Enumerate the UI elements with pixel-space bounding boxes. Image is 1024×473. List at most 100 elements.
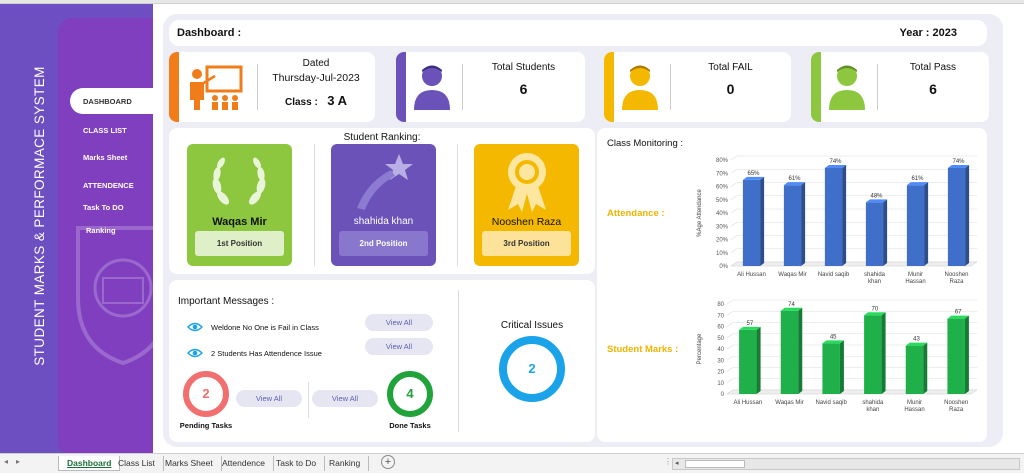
bar xyxy=(947,167,966,266)
y-tick-label: 0% xyxy=(719,264,728,270)
x-tick-label: Hassan xyxy=(905,279,925,285)
rank-card-2[interactable]: shahida khan 2nd Position xyxy=(331,144,436,266)
rank-position: 2nd Position xyxy=(339,231,428,256)
horizontal-scrollbar[interactable]: ◂ xyxy=(672,458,1020,470)
bar xyxy=(865,202,884,266)
class-monitoring-panel: Class Monitoring : Attendance : Student … xyxy=(597,128,987,442)
nav-item-dashboard[interactable]: DASHBOARD xyxy=(70,88,153,114)
done-view-all-button[interactable]: View All xyxy=(312,390,378,407)
y-tick-label: 20% xyxy=(716,238,729,244)
kpi-pass-label: Total Pass xyxy=(909,62,957,73)
critical-issues-title: Critical Issues xyxy=(500,320,564,331)
gridline-depth xyxy=(726,333,734,338)
x-tick-label: Munir xyxy=(907,400,922,406)
rank-card-3[interactable]: Nooshen Raza 3rd Position xyxy=(474,144,579,266)
sidebar: STUDENT MARKS & PERFORMACE SYSTEM DASHBO… xyxy=(0,4,170,456)
bar-side xyxy=(801,182,806,266)
user-icon xyxy=(829,65,865,110)
gridline-depth xyxy=(730,235,738,240)
scrollbar-thumb[interactable] xyxy=(685,460,745,468)
bar-side xyxy=(883,199,888,266)
view-all-button[interactable]: View All xyxy=(365,314,433,331)
critical-issues-ring: 2 xyxy=(499,336,565,402)
x-tick-label: Navid saqib xyxy=(818,272,850,278)
data-label: 65% xyxy=(747,171,760,177)
sheet-tab-ranking[interactable]: Ranking xyxy=(321,456,370,471)
x-tick-label: Munir xyxy=(908,272,923,278)
add-sheet-icon[interactable]: + xyxy=(381,455,395,469)
x-tick-label: Hassan xyxy=(904,407,924,413)
sheet-tab-class-list[interactable]: Class List xyxy=(110,456,164,471)
header-bar: Dashboard : Year : 2023 xyxy=(169,20,987,46)
bar-side xyxy=(964,315,969,394)
sheet-tab-task-to-do[interactable]: Task to Do xyxy=(268,456,326,471)
nav-item-attendence[interactable]: ATTENDENCE xyxy=(83,181,134,190)
pending-view-all-button[interactable]: View All xyxy=(236,390,302,407)
kpi-fail-label: Total FAIL xyxy=(708,62,753,73)
bar-top xyxy=(822,340,844,344)
nav-item-marks-sheet[interactable]: Marks Sheet xyxy=(83,153,128,162)
x-tick-label: Raza xyxy=(949,279,964,285)
nav-item-task-to-do[interactable]: Task To DO xyxy=(83,203,124,212)
marks-label: Student Marks : xyxy=(607,344,679,355)
y-axis-title: %Age Attendance xyxy=(697,188,703,236)
bar-side xyxy=(760,176,765,266)
x-tick-label: Waqas Mir xyxy=(775,400,803,406)
gridline-depth xyxy=(726,311,734,316)
laurel-wreath-icon xyxy=(212,157,266,205)
bar-top xyxy=(947,164,970,168)
chart-floor xyxy=(726,389,978,395)
gridline-depth xyxy=(730,195,738,200)
data-label: 48% xyxy=(870,193,883,199)
kpi-class-label: Class : xyxy=(285,97,318,108)
sheet-tab-attendence[interactable]: Attendence xyxy=(214,456,275,471)
bar xyxy=(742,179,761,266)
x-tick-label: Waqas Mir xyxy=(778,272,806,278)
gridline-depth xyxy=(726,344,734,350)
award-ribbon-icon xyxy=(508,153,546,212)
kpi-pass-value: 6 xyxy=(929,81,937,97)
data-label: 57 xyxy=(746,321,753,327)
bar xyxy=(739,329,757,394)
nav-item-class-list[interactable]: CLASS LIST xyxy=(83,126,127,135)
eye-icon xyxy=(187,322,203,332)
sheet-tab-marks-sheet[interactable]: Marks Sheet xyxy=(157,456,222,471)
gridline-depth xyxy=(726,356,734,361)
pending-tasks-label: Pending Tasks xyxy=(179,421,233,430)
bar-side xyxy=(881,312,886,394)
user-icon xyxy=(414,65,450,110)
attendance-chart: %Age Attendance 0% 10% 20% 30% 40% 50% 60% 70% 80… xyxy=(697,155,978,285)
shooting-star-icon xyxy=(357,154,413,210)
nav-item-ranking[interactable]: Ranking xyxy=(86,226,116,235)
message-text: 2 Students Has Attendence Issue xyxy=(211,348,322,358)
ranking-title: Student Ranking: xyxy=(343,132,421,143)
bar-top xyxy=(824,164,847,168)
bar-side xyxy=(842,164,847,266)
kpi-fail-card: Total FAIL 0 xyxy=(604,52,791,122)
y-tick-label: 30% xyxy=(716,224,729,230)
x-tick-label: Raza xyxy=(949,407,964,413)
kpi-students-label: Total Students xyxy=(491,62,556,73)
view-all-button[interactable]: View All xyxy=(365,338,433,355)
y-tick-label: 30 xyxy=(717,358,724,364)
messages-panel: Important Messages : Weldone No One is F… xyxy=(169,280,595,442)
y-tick-label: 0 xyxy=(721,392,725,398)
x-tick-label: khan xyxy=(866,407,879,413)
gridline-depth xyxy=(726,299,734,305)
scroll-left-icon[interactable]: ◂ xyxy=(675,460,679,467)
y-axis-title: Percentage xyxy=(697,333,703,364)
sheet-scroll-arrows[interactable]: ◂▸ xyxy=(4,457,29,466)
kpi-strip xyxy=(169,52,179,122)
bar-top xyxy=(783,182,806,186)
rank-position: 1st Position xyxy=(195,231,284,256)
done-tasks-label: Done Tasks xyxy=(389,421,431,430)
ranking-panel: Student Ranking: Waqas Mir 1st Position xyxy=(169,128,595,274)
bar-top xyxy=(742,176,765,180)
data-label: 70 xyxy=(871,306,878,312)
sheet-tab-dashboard[interactable]: Dashboard xyxy=(58,456,121,471)
rank-card-1[interactable]: Waqas Mir 1st Position xyxy=(187,144,292,266)
y-tick-label: 40% xyxy=(716,211,729,217)
gridline-depth xyxy=(726,367,734,372)
y-tick-label: 50% xyxy=(716,198,729,204)
done-tasks-ring: 4 xyxy=(387,371,433,417)
